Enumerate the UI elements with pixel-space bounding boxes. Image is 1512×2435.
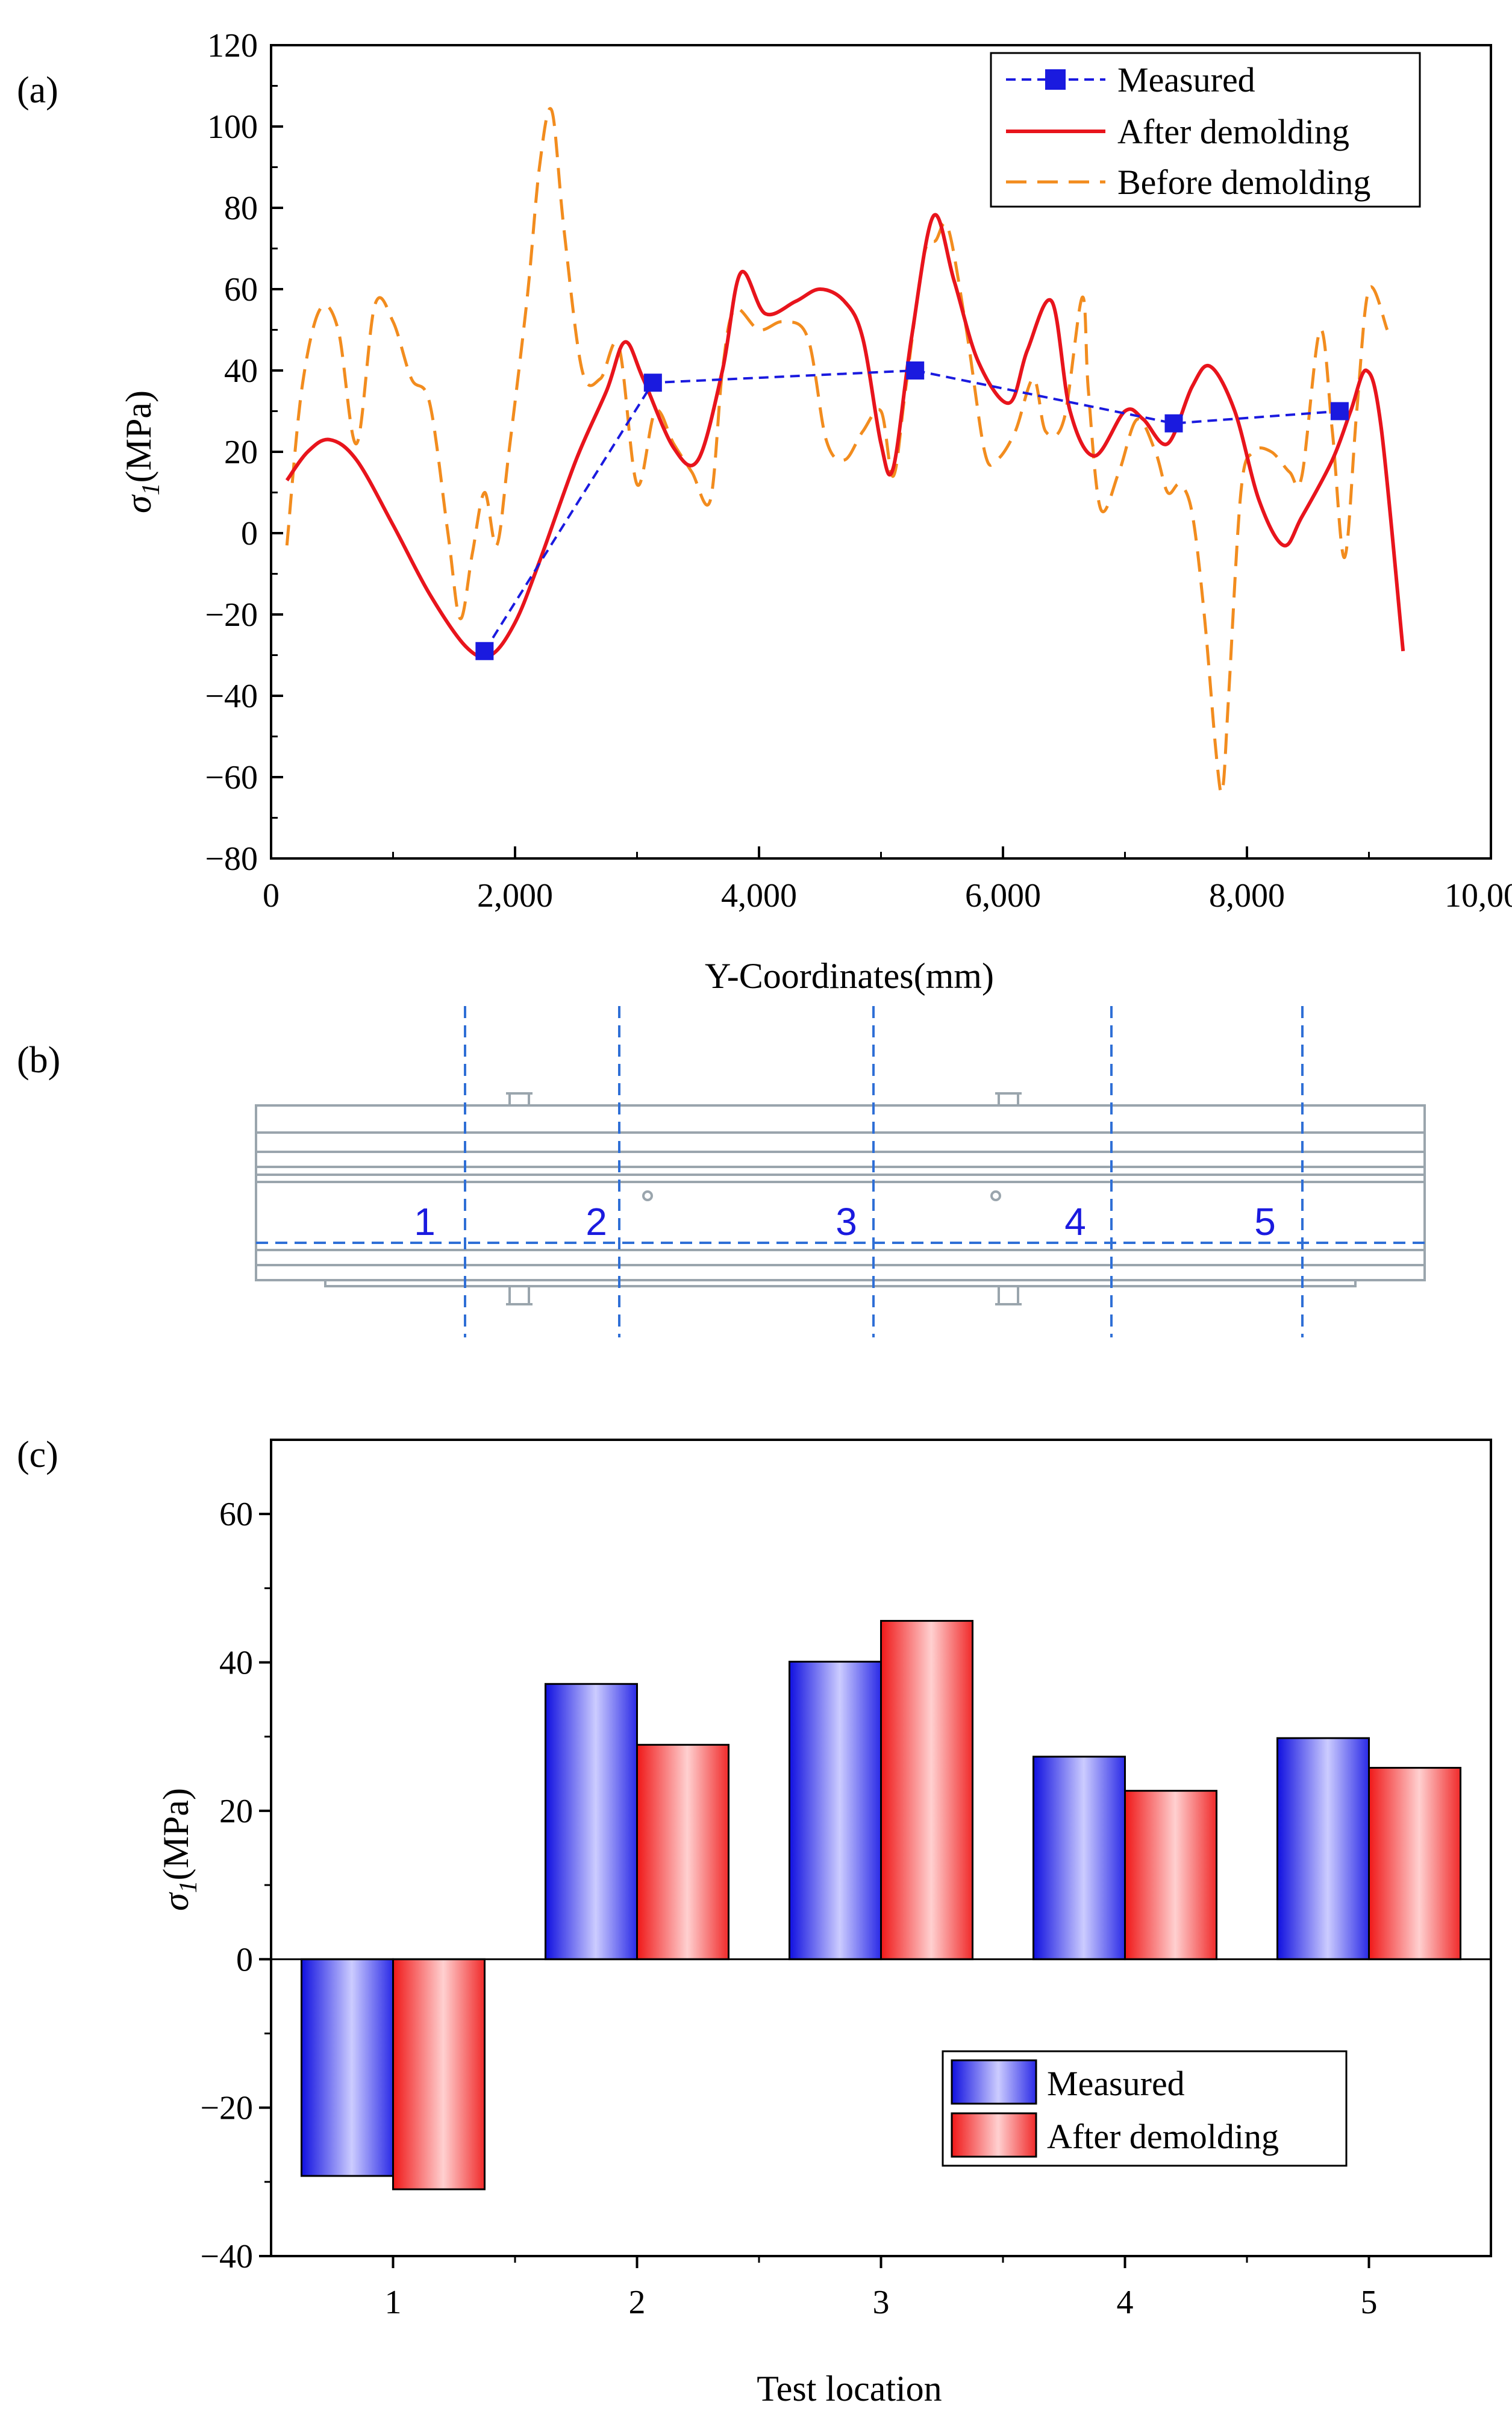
a-y-tick-label-9: 100 (207, 108, 258, 146)
measured-point-4 (1164, 414, 1183, 433)
series-after-demolding-line (285, 213, 1405, 659)
zone-divider-lines (256, 1006, 1425, 1337)
panel-c-label: (c) (17, 1434, 58, 1475)
a-x-tick-label-4: 8,000 (1209, 877, 1285, 914)
panel-a-ylabel-unit: (MPa) (119, 390, 158, 483)
zone-label-5: 5 (1254, 1200, 1276, 1243)
a-x-tick-label-5: 10,000 (1445, 877, 1512, 914)
girder-drawing (255, 1092, 1426, 1305)
a-y-tick-label-3: −20 (205, 596, 258, 634)
bar-measured-loc-4 (1032, 1755, 1126, 1960)
panel-c-plot-area (271, 1620, 1491, 2190)
a-x-tick-label-0: 0 (263, 877, 280, 914)
series-measured-line (483, 369, 1340, 652)
panel-a-xlabel: Y-Coordinates(mm) (705, 956, 994, 996)
panel-b: (b) 1 2 3 4 5 (17, 1006, 1426, 1337)
a-y-tick-label-5: 20 (224, 434, 258, 471)
panel-a-ticks: 0 2,000 4,000 6,000 8,000 10,000 −80 −60 −40 −20 0… (205, 27, 1512, 914)
panel-a-ylabel-symbol: σ (119, 494, 158, 513)
bar-measured-loc-5 (1276, 1737, 1370, 1960)
c-x-tick-label-1: 2 (629, 2284, 646, 2321)
measured-point-3 (906, 361, 925, 380)
a-y-tick-label-4: 0 (241, 515, 258, 552)
panel-c-axes-frame (270, 1439, 1492, 2257)
bar-measured-loc-3 (789, 1660, 882, 1960)
c-y-tick-label-4: 40 (219, 1645, 253, 1682)
legend-a-before-label: Before demolding (1117, 163, 1370, 202)
panel-c-xlabel: Test location (757, 2369, 942, 2408)
panel-a-legend: Measured After demolding Before demoldin… (990, 52, 1421, 208)
lifting-lug-bottom-1 (506, 1286, 533, 1305)
measured-point-1 (475, 642, 494, 660)
bar-measured-loc-1 (301, 1958, 394, 2177)
legend-c-after-label: After demolding (1047, 2117, 1279, 2156)
legend-a-measured-marker (1045, 69, 1066, 90)
c-x-tick-label-3: 4 (1117, 2284, 1134, 2321)
a-y-tick-label-6: 40 (224, 352, 258, 390)
c-x-tick-label-4: 5 (1361, 2284, 1378, 2321)
zone-label-4: 4 (1064, 1200, 1086, 1243)
bar-after-demolding-loc-5 (1368, 1766, 1461, 1960)
lifting-lug-top-1 (506, 1092, 533, 1105)
c-y-tick-label-1: −20 (200, 2090, 253, 2127)
panel-a: (a) 0 2,000 4,000 6,000 8,000 10,000 −80 −60 −40… (17, 27, 1512, 996)
lifting-lug-bottom-2 (995, 1286, 1022, 1305)
panel-c-ylabel-symbol: σ (156, 1892, 196, 1911)
c-y-tick-label-3: 20 (219, 1793, 253, 1830)
c-x-tick-label-0: 1 (385, 2284, 402, 2321)
measured-point-5 (1330, 402, 1349, 420)
legend-a-after-label: After demolding (1117, 112, 1349, 151)
legend-c-measured-label: Measured (1047, 2064, 1185, 2103)
panel-c-legend: Measured After demolding (942, 2050, 1348, 2167)
a-y-tick-label-1: −60 (205, 759, 258, 796)
panel-a-label: (a) (17, 70, 58, 111)
bar-after-demolding-loc-3 (880, 1620, 973, 1960)
bar-after-demolding-loc-1 (392, 1958, 486, 2190)
c-y-tick-label-2: 0 (236, 1941, 253, 1978)
bar-measured-loc-2 (545, 1683, 638, 1960)
panel-c-ylabel-sub: 1 (175, 1880, 202, 1893)
panel-a-axes-frame (270, 44, 1492, 860)
bar-after-demolding-loc-4 (1124, 1790, 1217, 1960)
a-y-tick-label-10: 120 (207, 27, 258, 64)
girder-bottom-profile (324, 1280, 1357, 1287)
panel-c-ylabel: σ1(MPa) (156, 1788, 202, 1911)
girder-hole-2 (990, 1190, 1001, 1201)
zone-label-2: 2 (586, 1200, 607, 1243)
c-y-tick-label-5: 60 (219, 1496, 253, 1533)
panel-a-ylabel-sub: 1 (137, 483, 165, 495)
panel-c-ticks: −40 −20 0 20 40 60 1 2 3 4 5 (200, 1496, 1377, 2321)
measured-point-2 (643, 374, 662, 392)
panel-c-ylabel-unit: (MPa) (156, 1788, 196, 1880)
girder-hole-1 (642, 1190, 653, 1201)
a-y-tick-label-8: 80 (224, 190, 258, 227)
a-y-tick-label-2: −40 (205, 678, 258, 715)
a-x-tick-label-3: 6,000 (965, 877, 1041, 914)
a-y-tick-label-0: −80 (205, 840, 258, 878)
a-y-tick-label-7: 60 (224, 271, 258, 308)
a-x-tick-label-2: 4,000 (721, 877, 797, 914)
a-x-tick-label-1: 2,000 (477, 877, 553, 914)
bar-after-demolding-loc-2 (636, 1743, 729, 1960)
series-before-demolding-line (285, 107, 1389, 795)
c-y-tick-label-0: −40 (200, 2238, 253, 2275)
legend-a-measured-label: Measured (1117, 60, 1255, 99)
panel-b-label: (b) (17, 1040, 60, 1081)
girder-outline (255, 1104, 1426, 1281)
legend-c-after-swatch (951, 2112, 1037, 2158)
panel-a-plot-area (285, 107, 1405, 795)
legend-c-measured-swatch (951, 2059, 1037, 2105)
c-x-tick-label-2: 3 (873, 2284, 890, 2321)
zone-label-1: 1 (414, 1200, 436, 1243)
panel-a-ylabel: σ1(MPa) (119, 390, 165, 513)
lifting-lug-top-2 (995, 1092, 1022, 1105)
zone-label-3: 3 (836, 1200, 857, 1243)
